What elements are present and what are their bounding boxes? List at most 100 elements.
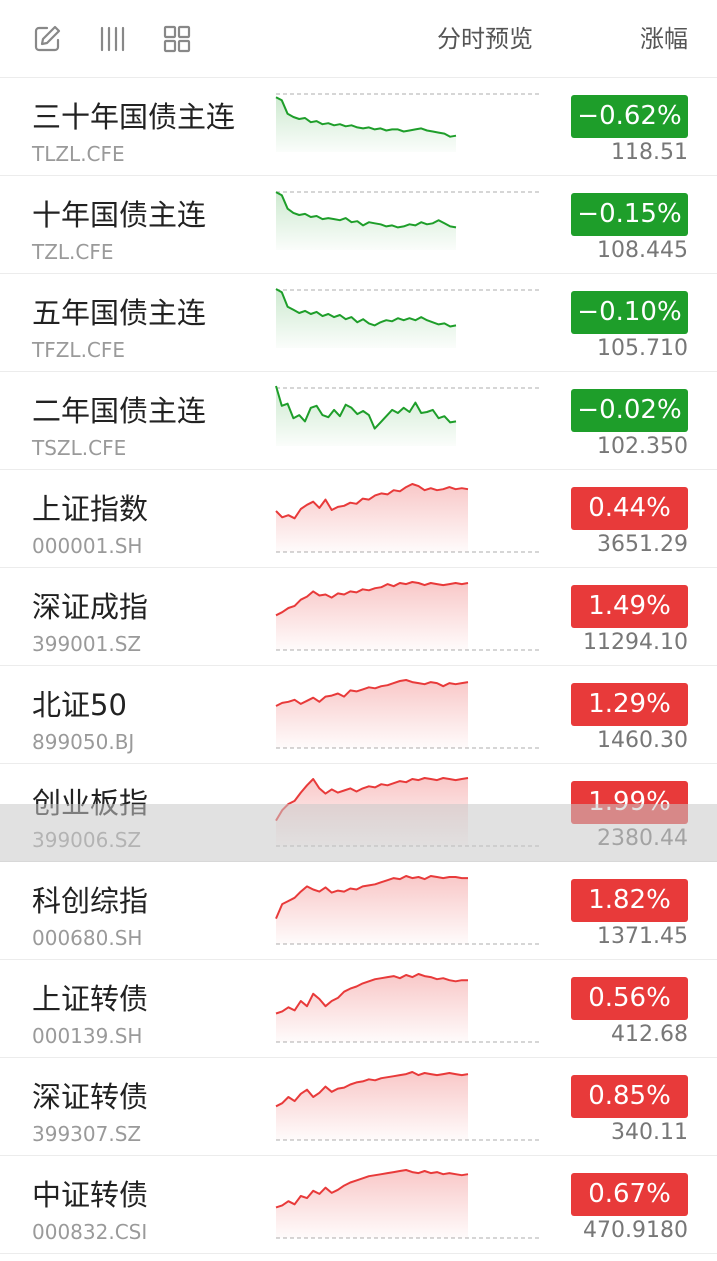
sparkline-line: [275, 1071, 469, 1108]
last-price: 2380.44: [597, 826, 688, 851]
sparkline-line: [275, 679, 469, 707]
change-badge[interactable]: 0.56%: [571, 977, 688, 1020]
sparkline-line: [275, 191, 457, 229]
change-badge[interactable]: −0.62%: [571, 95, 688, 138]
last-price: 470.9180: [583, 1218, 688, 1243]
instrument-code: 899050.BJ: [32, 730, 135, 754]
change-badge[interactable]: 1.99%: [571, 781, 688, 824]
intraday-sparkline: [275, 93, 542, 152]
sparkline-line: [275, 581, 469, 617]
sparkline-area: [276, 97, 456, 152]
sparkline-line: [275, 1169, 469, 1209]
instrument-name: 上证指数: [32, 492, 149, 526]
instrument-name: 深证转债: [32, 1080, 149, 1114]
intraday-sparkline: [275, 385, 542, 446]
change-badge[interactable]: 1.82%: [571, 879, 688, 922]
preview-mode-label[interactable]: 分时预览: [437, 25, 533, 53]
quote-row[interactable]: 二年国债主连 TSZL.CFE −0.02% 102.350: [0, 372, 717, 470]
instrument-code: 000832.CSI: [32, 1220, 148, 1244]
instrument-code: TSZL.CFE: [32, 436, 127, 460]
intraday-sparkline: [275, 483, 542, 553]
change-badge[interactable]: 1.29%: [571, 683, 688, 726]
grid-icon[interactable]: [162, 24, 192, 54]
change-badge[interactable]: −0.10%: [571, 291, 688, 334]
intraday-sparkline: [275, 973, 542, 1043]
sparkline-area: [276, 484, 468, 552]
instrument-name: 二年国债主连: [32, 394, 207, 428]
last-price: 340.11: [611, 1120, 688, 1145]
sparkline-line: [275, 777, 469, 822]
sparkline-area: [276, 192, 456, 250]
instrument-code: 399006.SZ: [32, 828, 142, 852]
quote-row[interactable]: 三十年国债主连 TLZL.CFE −0.62% 118.51: [0, 78, 717, 176]
instrument-name: 五年国债主连: [32, 296, 207, 330]
quote-row[interactable]: 上证指数 000001.SH 0.44% 3651.29: [0, 470, 717, 568]
last-price: 1460.30: [597, 728, 688, 753]
instrument-code: 000680.SH: [32, 926, 143, 950]
quote-row[interactable]: 十年国债主连 TZL.CFE −0.15% 108.445: [0, 176, 717, 274]
instrument-name: 北证50: [32, 688, 127, 722]
last-price: 118.51: [611, 140, 688, 165]
edit-icon[interactable]: [32, 24, 62, 54]
sparkline-area: [276, 680, 468, 748]
quote-row[interactable]: 北证50 899050.BJ 1.29% 1460.30: [0, 666, 717, 764]
instrument-name: 十年国债主连: [32, 198, 207, 232]
quote-row[interactable]: 中证转债 000832.CSI 0.67% 470.9180: [0, 1156, 717, 1254]
change-sort-label[interactable]: 涨幅: [640, 25, 688, 53]
last-price: 108.445: [597, 238, 688, 263]
sparkline-area: [276, 582, 468, 650]
quote-row[interactable]: 创业板指 399006.SZ 1.99% 2380.44: [0, 764, 717, 862]
sparkline-area: [276, 974, 468, 1042]
instrument-code: 399307.SZ: [32, 1122, 142, 1146]
last-price: 102.350: [597, 434, 688, 459]
instrument-code: 000001.SH: [32, 534, 143, 558]
change-badge[interactable]: −0.15%: [571, 193, 688, 236]
sparkline-line: [275, 96, 457, 138]
quote-list: 三十年国债主连 TLZL.CFE −0.62% 118.51 十年国债主连 TZL.CFE…: [0, 78, 717, 1254]
instrument-name: 中证转债: [32, 1178, 149, 1212]
quote-row[interactable]: 上证转债 000139.SH 0.56% 412.68: [0, 960, 717, 1058]
quote-row[interactable]: 深证转债 399307.SZ 0.85% 340.11: [0, 1058, 717, 1156]
intraday-sparkline: [275, 875, 542, 945]
intraday-sparkline: [275, 1071, 542, 1141]
sparkline-line: [275, 483, 469, 520]
sparkline-area: [276, 876, 468, 944]
last-price: 11294.10: [583, 630, 688, 655]
sparkline-area: [276, 1072, 468, 1140]
change-badge[interactable]: 0.67%: [571, 1173, 688, 1216]
last-price: 105.710: [597, 336, 688, 361]
intraday-sparkline: [275, 191, 542, 250]
quote-row[interactable]: 科创综指 000680.SH 1.82% 1371.45: [0, 862, 717, 960]
sparkline-line: [275, 288, 457, 328]
instrument-name: 科创综指: [32, 884, 149, 918]
change-badge[interactable]: 0.44%: [571, 487, 688, 530]
intraday-sparkline: [275, 777, 542, 847]
sparkline-area: [276, 386, 456, 446]
change-badge[interactable]: −0.02%: [571, 389, 688, 432]
intraday-sparkline: [275, 679, 542, 749]
sparkline-line: [275, 875, 468, 919]
sparkline-area: [276, 1170, 468, 1238]
intraday-sparkline: [275, 288, 542, 348]
instrument-name: 三十年国债主连: [32, 100, 236, 134]
intraday-sparkline: [275, 581, 542, 651]
last-price: 3651.29: [597, 532, 688, 557]
instrument-name: 深证成指: [32, 590, 149, 624]
instrument-code: 399001.SZ: [32, 632, 142, 656]
quote-row[interactable]: 深证成指 399001.SZ 1.49% 11294.10: [0, 568, 717, 666]
columns-icon[interactable]: [98, 24, 128, 54]
instrument-code: TLZL.CFE: [32, 142, 125, 166]
intraday-sparkline: [275, 1169, 542, 1239]
instrument-name: 上证转债: [32, 982, 149, 1016]
instrument-code: TZL.CFE: [32, 240, 114, 264]
sparkline-line: [275, 385, 457, 430]
change-badge[interactable]: 0.85%: [571, 1075, 688, 1118]
change-badge[interactable]: 1.49%: [571, 585, 688, 628]
sparkline-area: [276, 289, 456, 348]
top-toolbar: 分时预览 涨幅: [0, 0, 717, 78]
sparkline-line: [275, 973, 468, 1015]
quote-row[interactable]: 五年国债主连 TFZL.CFE −0.10% 105.710: [0, 274, 717, 372]
instrument-code: TFZL.CFE: [32, 338, 126, 362]
instrument-name: 创业板指: [32, 786, 149, 820]
instrument-code: 000139.SH: [32, 1024, 143, 1048]
